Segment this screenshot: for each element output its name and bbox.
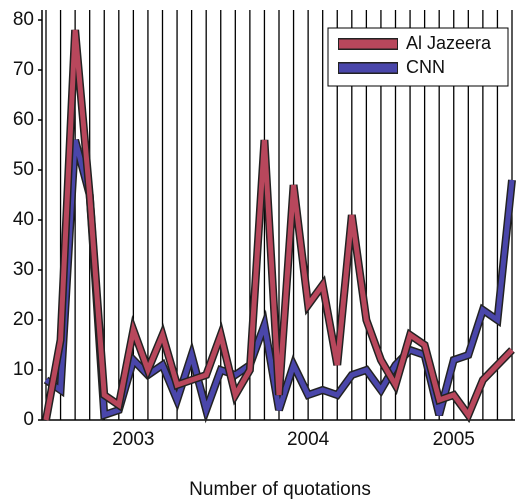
y-tick-label: 20: [13, 309, 34, 330]
x-tick-label: 2004: [287, 429, 330, 450]
x-tick-label: 2005: [433, 429, 475, 450]
legend-label: Al Jazeera: [406, 33, 492, 53]
x-tick-label: 2003: [112, 429, 154, 450]
y-tick-label: 50: [13, 159, 34, 180]
y-tick-label: 10: [13, 359, 34, 380]
x-axis-label: Number of quotations: [189, 479, 371, 500]
y-tick-label: 70: [13, 59, 34, 80]
legend-box: [327, 27, 509, 87]
legend-label: CNN: [406, 57, 445, 77]
y-tick-label: 80: [13, 9, 34, 30]
y-tick-label: 60: [13, 109, 34, 130]
series-line: [43, 29, 514, 421]
y-tick-label: 40: [13, 209, 34, 230]
y-tick-label: 0: [23, 409, 34, 430]
y-tick-label: 30: [13, 259, 34, 280]
